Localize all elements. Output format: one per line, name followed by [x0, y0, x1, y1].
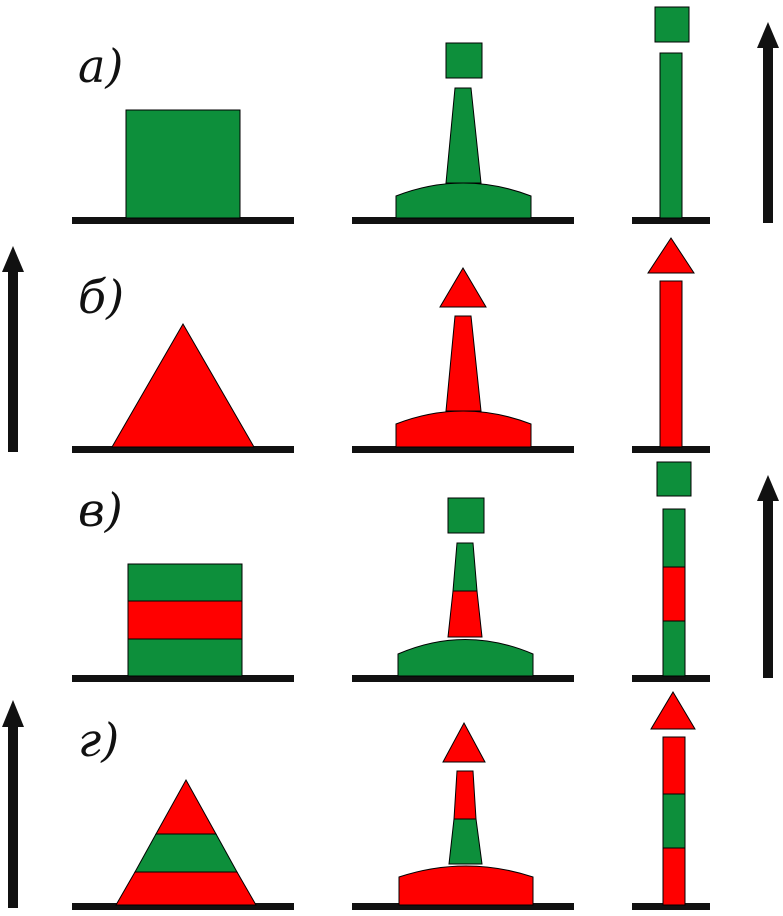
row-d-buoy	[398, 721, 534, 906]
row-a-can-mark	[125, 109, 241, 219]
row-a-buoy	[395, 42, 532, 219]
row-c-can-mark	[127, 563, 243, 677]
row-d-ground-left	[72, 903, 294, 910]
row-c-ground-right	[632, 675, 710, 682]
row-c-arrow-right	[757, 475, 779, 678]
row-b-cone-mark	[111, 322, 255, 448]
row-a: а)	[72, 6, 779, 224]
row-d-label: г)	[78, 713, 119, 767]
row-c-ground-mid	[352, 675, 574, 682]
row-d-buoy-topmark	[442, 721, 486, 763]
row-c-label: в)	[78, 483, 123, 537]
row-d-spar-topmark	[650, 691, 696, 730]
row-b-label: б)	[78, 270, 124, 324]
row-b-arrow-left	[2, 246, 24, 452]
row-d: г)	[2, 691, 710, 910]
row-b-ground-left	[72, 446, 294, 453]
row-b-buoy-topmark	[439, 267, 487, 308]
row-d-arrow-left	[2, 700, 24, 908]
row-a-arrow-right	[757, 22, 779, 223]
row-b-ground-right	[632, 446, 710, 453]
row-a-ground-left	[72, 217, 294, 224]
row-d-ground-right	[632, 903, 710, 910]
row-a-ground-right	[632, 217, 710, 224]
row-d-cone-mark	[115, 778, 257, 906]
row-b-spar-topmark	[647, 237, 695, 274]
row-a-label: а)	[78, 39, 123, 93]
row-c-ground-left	[72, 675, 294, 682]
row-a-spar-topmark	[654, 6, 690, 43]
row-c-spar	[656, 461, 692, 677]
row-c-buoy	[397, 497, 534, 677]
row-c: в)	[72, 461, 779, 682]
row-b-ground-mid	[352, 446, 574, 453]
row-d-spar	[650, 691, 696, 906]
row-c-spar-topmark	[656, 461, 692, 497]
row-c-buoy-topmark	[447, 497, 485, 534]
row-b-spar	[647, 237, 695, 448]
row-a-spar	[654, 6, 690, 219]
row-a-ground-mid	[352, 217, 574, 224]
row-b: б)	[2, 237, 710, 453]
row-a-buoy-topmark	[445, 42, 483, 79]
row-d-ground-mid	[352, 903, 574, 910]
row-b-buoy	[395, 267, 532, 448]
